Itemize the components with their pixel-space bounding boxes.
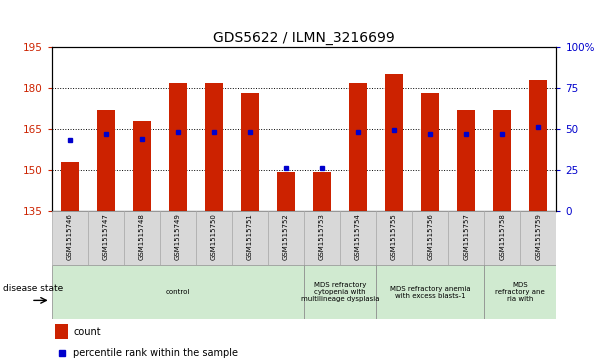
Bar (268, 211, 304, 265)
Bar (349, 82, 367, 211)
Bar (196, 211, 232, 265)
Text: GSM1515753: GSM1515753 (319, 213, 325, 260)
Text: disease state: disease state (3, 284, 63, 293)
Text: MDS refractory
cytopenia with
multilineage dysplasia: MDS refractory cytopenia with multilinea… (301, 282, 379, 302)
Text: GSM1515748: GSM1515748 (139, 213, 145, 260)
Bar (412, 211, 448, 265)
Bar (493, 110, 511, 211)
Bar (124, 211, 160, 265)
Bar (232, 211, 268, 265)
Bar (88, 211, 124, 265)
Text: GSM1515757: GSM1515757 (463, 213, 469, 260)
Text: GSM1515752: GSM1515752 (283, 213, 289, 260)
Text: control: control (165, 289, 190, 295)
Text: GSM1515749: GSM1515749 (175, 213, 181, 260)
Text: GSM1515751: GSM1515751 (247, 213, 253, 260)
Bar (52, 211, 88, 265)
Bar (484, 265, 556, 319)
Bar (457, 110, 475, 211)
Text: MDS
refractory ane
ria with: MDS refractory ane ria with (496, 282, 545, 302)
Text: GSM1515750: GSM1515750 (211, 213, 217, 260)
Bar (205, 82, 223, 211)
Text: count: count (74, 327, 101, 337)
Bar (160, 211, 196, 265)
Bar (61, 162, 78, 211)
Text: GSM1515758: GSM1515758 (499, 213, 505, 260)
Bar (169, 82, 187, 211)
Text: percentile rank within the sample: percentile rank within the sample (74, 348, 238, 358)
Text: GSM1515756: GSM1515756 (427, 213, 433, 260)
Bar (520, 211, 556, 265)
Text: GSM1515755: GSM1515755 (391, 213, 397, 260)
Text: GSM1515746: GSM1515746 (67, 213, 73, 260)
Bar (313, 172, 331, 211)
Text: MDS refractory anemia
with excess blasts-1: MDS refractory anemia with excess blasts… (390, 286, 471, 299)
Bar (133, 121, 151, 211)
Bar (55, 324, 68, 339)
Bar (421, 93, 439, 211)
Bar (530, 80, 547, 211)
Text: GSM1515747: GSM1515747 (103, 213, 109, 260)
Text: GSM1515759: GSM1515759 (535, 213, 541, 260)
Bar (376, 211, 412, 265)
Text: GSM1515754: GSM1515754 (355, 213, 361, 260)
Bar (304, 211, 340, 265)
Bar (340, 211, 376, 265)
Bar (376, 265, 484, 319)
Bar (448, 211, 484, 265)
Bar (52, 265, 304, 319)
Bar (97, 110, 115, 211)
Bar (385, 74, 403, 211)
Bar (484, 211, 520, 265)
Bar (304, 265, 376, 319)
Title: GDS5622 / ILMN_3216699: GDS5622 / ILMN_3216699 (213, 31, 395, 45)
Bar (241, 93, 259, 211)
Bar (277, 172, 295, 211)
